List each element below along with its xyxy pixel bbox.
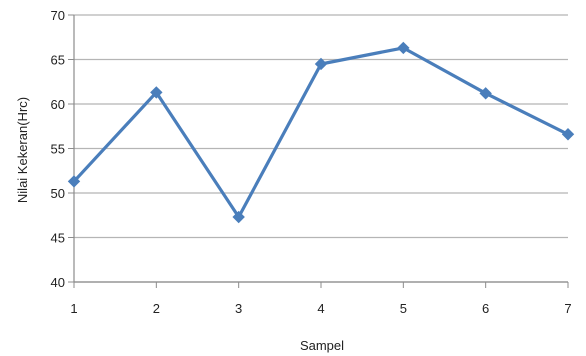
x-tick-label-5: 5 <box>400 301 407 316</box>
y-tick-label-40: 40 <box>51 275 65 290</box>
y-tick-label-50: 50 <box>51 186 65 201</box>
x-tick-label-3: 3 <box>235 301 242 316</box>
y-tick-label-60: 60 <box>51 97 65 112</box>
data-point-5 <box>397 41 410 55</box>
data-point-1 <box>67 175 81 188</box>
data-point-4 <box>314 57 328 71</box>
y-tick-label-55: 55 <box>51 142 65 157</box>
x-tick-label-1: 1 <box>70 301 77 316</box>
y-axis-title: Nilai Kekeran(Hrc) <box>15 97 30 203</box>
x-tick-label-7: 7 <box>564 301 571 316</box>
y-tick-label-65: 65 <box>51 53 65 68</box>
y-tick-label-45: 45 <box>51 231 65 246</box>
x-tick-label-2: 2 <box>153 301 160 316</box>
data-point-3 <box>232 210 245 224</box>
y-tick-labels: 40 45 50 55 60 65 70 <box>51 8 65 290</box>
series <box>67 41 575 224</box>
data-point-2 <box>150 86 163 99</box>
data-point-6 <box>479 87 492 100</box>
x-tick-label-4: 4 <box>317 301 324 316</box>
x-tick-labels: 1 2 3 4 5 6 7 <box>70 301 571 316</box>
x-tick-label-6: 6 <box>482 301 489 316</box>
data-point-7 <box>561 128 575 141</box>
x-axis-title: Sampel <box>300 338 344 353</box>
y-tick-label-70: 70 <box>51 8 65 23</box>
axes <box>68 14 569 288</box>
